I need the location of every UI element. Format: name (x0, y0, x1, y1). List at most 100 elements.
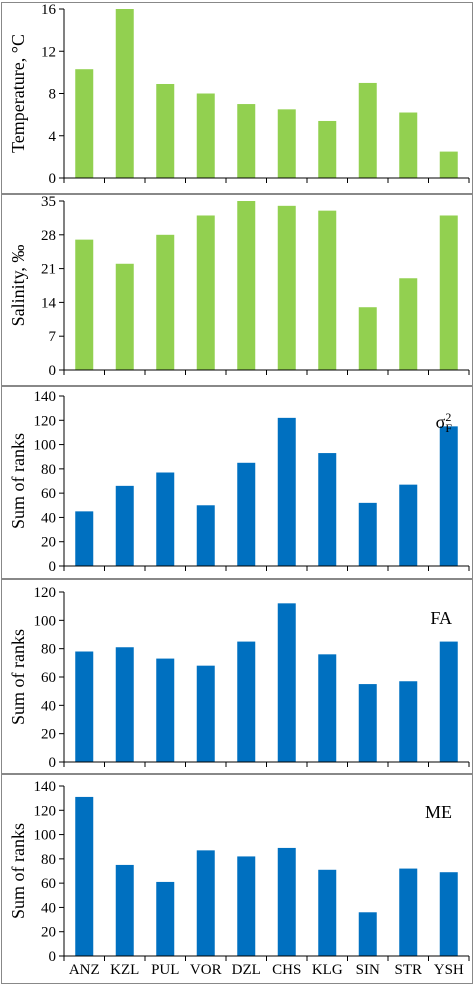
y-tick-label: 80 (41, 462, 56, 478)
y-tick-label: 100 (34, 438, 57, 454)
y-tick-label: 60 (41, 670, 56, 686)
y-tick-label: 100 (34, 828, 57, 844)
y-axis-label: Sum of ranks (8, 629, 28, 725)
bar-ysh (439, 215, 458, 370)
y-axis-label: Sum of ranks (8, 823, 28, 919)
y-tick-label: 16 (41, 2, 57, 18)
bar-kzl (115, 9, 134, 178)
bar-klg (318, 120, 337, 178)
bar-ysh (439, 641, 458, 762)
y-tick-label: 21 (41, 262, 56, 278)
bar-kzl (115, 485, 134, 566)
bar-kzl (115, 647, 134, 762)
chart-panel-3: 0 20 40 60 80 100 120 140 Sum of ranks σ2 F (1, 386, 473, 579)
bar-sin (358, 82, 377, 178)
y-tick-label: 0 (49, 559, 57, 575)
y-tick-label: 40 (41, 510, 56, 526)
bar-anz (75, 239, 94, 370)
chart-panel-1: 0 4 8 12 16 Temperature, °C (1, 2, 473, 194)
bar-chs (277, 847, 296, 956)
bar-str (399, 112, 418, 178)
bar-vor (196, 215, 215, 370)
y-tick-label: 140 (34, 389, 57, 405)
bar-klg (318, 210, 337, 370)
y-tick-label: 20 (41, 925, 56, 941)
bar-anz (75, 511, 94, 566)
bar-klg (318, 869, 337, 956)
bar-sin (358, 502, 377, 566)
y-tick-label: 4 (49, 129, 57, 145)
bar-chs (277, 205, 296, 370)
bar-str (399, 278, 418, 370)
bar-pul (156, 881, 175, 956)
x-tick-label-ysh: YSH (434, 962, 464, 978)
y-tick-label: 40 (41, 900, 56, 916)
y-tick-label: 14 (41, 295, 57, 311)
panel-border (1, 579, 473, 774)
y-tick-label: 40 (41, 698, 56, 714)
y-tick-label: 28 (41, 228, 56, 244)
bar-str (399, 484, 418, 566)
chart-panel-5: 0 20 40 60 80 100 120 140 Sum of ranks ME (1, 774, 473, 984)
y-tick-label: 12 (41, 44, 56, 60)
bar-vor (196, 505, 215, 566)
chart-panel-4: 0 20 40 60 80 100 120 Sum of ranks FA (1, 579, 473, 774)
bar-dzl (237, 856, 256, 956)
y-tick-label: 140 (34, 779, 57, 795)
bar-dzl (237, 104, 256, 178)
y-tick-label: 8 (49, 87, 57, 103)
y-tick-label: 0 (49, 363, 57, 379)
y-tick-label: 80 (41, 852, 56, 868)
bar-anz (75, 69, 94, 178)
x-tick-label-sin: SIN (356, 962, 380, 978)
x-tick-label-vor: VOR (190, 962, 222, 978)
bar-ysh (439, 426, 458, 566)
bar-chs (277, 109, 296, 178)
chart-panel-2: 0 7 14 21 28 35 Salinity, ‰ (1, 194, 473, 386)
x-tick-label-chs: CHS (272, 962, 301, 978)
bar-anz (75, 796, 94, 956)
y-tick-label: 0 (49, 171, 57, 187)
y-tick-label: 35 (41, 194, 56, 210)
bar-str (399, 681, 418, 762)
bar-vor (196, 665, 215, 762)
y-tick-label: 60 (41, 876, 56, 892)
bar-kzl (115, 263, 134, 370)
panel-tag: FA (430, 608, 452, 628)
y-tick-label: 120 (34, 413, 57, 429)
bar-sin (358, 684, 377, 762)
bar-klg (318, 654, 337, 762)
y-tick-label: 60 (41, 486, 56, 502)
bar-sin (358, 912, 377, 956)
x-tick-label-anz: ANZ (69, 962, 100, 978)
y-tick-label: 20 (41, 727, 56, 743)
x-tick-label-klg: KLG (312, 962, 343, 978)
x-tick-label-dzl: DZL (232, 962, 261, 978)
bar-pul (156, 658, 175, 762)
bar-pul (156, 234, 175, 370)
bar-vor (196, 93, 215, 178)
y-tick-label: 0 (49, 949, 57, 965)
y-axis-label: Temperature, °C (8, 34, 28, 153)
panel-border (1, 194, 473, 386)
panel-tag: σ2 F (436, 410, 453, 435)
panel-border (1, 2, 473, 194)
y-tick-label: 80 (41, 642, 56, 658)
bar-dzl (237, 201, 256, 370)
bar-ysh (439, 872, 458, 956)
panel-tag: ME (425, 802, 452, 822)
bar-ysh (439, 151, 458, 178)
bar-str (399, 868, 418, 956)
x-tick-label-kzl: KZL (110, 962, 139, 978)
y-tick-label: 0 (49, 755, 57, 771)
x-tick-label-str: STR (394, 962, 422, 978)
bar-chs (277, 603, 296, 762)
y-tick-label: 120 (34, 803, 57, 819)
y-axis-label: Sum of ranks (8, 433, 28, 529)
bar-anz (75, 651, 94, 762)
y-axis-label: Salinity, ‰ (8, 245, 28, 327)
bar-klg (318, 453, 337, 566)
x-tick-label-pul: PUL (151, 962, 179, 978)
bar-vor (196, 850, 215, 956)
